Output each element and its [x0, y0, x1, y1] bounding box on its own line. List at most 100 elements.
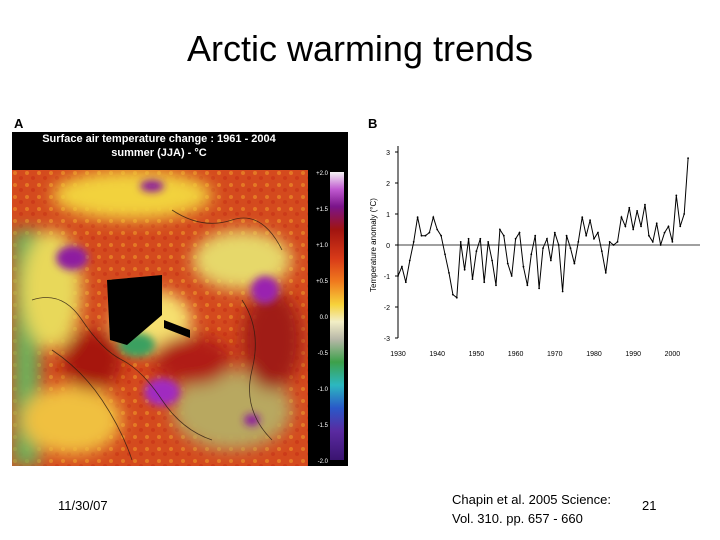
data-point — [428, 231, 431, 234]
data-point — [424, 234, 427, 237]
data-point — [546, 237, 548, 240]
data-point — [530, 253, 533, 256]
page-number: 21 — [642, 498, 657, 513]
colorbar-tick-label: -2.0 — [317, 459, 328, 465]
data-point — [573, 262, 576, 265]
data-point — [444, 253, 446, 256]
x-tick-label: 1950 — [469, 351, 485, 358]
x-tick-label: 1930 — [390, 351, 406, 358]
colorbar-tick-label: -1.5 — [317, 423, 328, 429]
map-title-line1: Surface air temperature change : 1961 - … — [42, 133, 276, 145]
data-point — [518, 231, 521, 234]
citation-line1: Chapin et al. 2005 Science: — [452, 492, 611, 507]
data-point — [432, 216, 435, 218]
data-point — [463, 268, 466, 271]
data-point — [404, 281, 407, 284]
data-point — [569, 247, 572, 249]
data-point — [471, 278, 474, 280]
colorbar-tick-label: -1.0 — [317, 387, 328, 393]
data-point — [510, 275, 513, 277]
colorbar-gradient — [330, 172, 344, 460]
data-point — [659, 244, 662, 246]
data-point — [663, 231, 666, 234]
data-point — [483, 281, 486, 284]
data-point — [448, 272, 450, 274]
data-point — [420, 234, 423, 237]
y-tick-label: -1 — [384, 274, 390, 281]
data-point — [401, 265, 403, 268]
data-point — [416, 216, 419, 218]
data-point — [593, 237, 595, 240]
y-axis-label: Temperature anomaly (°C) — [369, 198, 378, 292]
data-point — [506, 262, 509, 265]
map-title-line2: summer (JJA) - °C — [111, 147, 207, 159]
temperature-anomaly-line — [397, 158, 689, 299]
data-point — [620, 216, 623, 218]
data-point — [534, 234, 537, 237]
y-tick-label: 3 — [386, 150, 390, 157]
data-point — [487, 241, 490, 243]
data-point — [636, 210, 639, 212]
data-point — [632, 228, 635, 231]
panel-a-letter: A — [14, 116, 24, 131]
data-point — [628, 206, 631, 209]
data-point — [581, 216, 584, 218]
data-point — [577, 241, 580, 243]
data-point — [526, 284, 529, 287]
data-point — [647, 234, 650, 237]
y-tick-label: -3 — [384, 336, 390, 343]
data-point — [440, 234, 443, 237]
colorbar-tick-label: +1.5 — [316, 207, 328, 213]
data-point — [553, 231, 556, 234]
x-tick-label: 1990 — [625, 351, 641, 358]
data-point — [467, 237, 470, 240]
data-point — [608, 241, 611, 243]
data-point — [624, 225, 627, 228]
y-tick-label: 1 — [386, 212, 390, 219]
colorbar-tick-label: +0.5 — [316, 279, 328, 285]
x-tick-label: 1970 — [547, 351, 563, 358]
data-point — [455, 296, 458, 299]
data-point — [561, 290, 564, 293]
data-point — [612, 244, 615, 246]
x-tick-label: 1980 — [586, 351, 602, 358]
data-point — [655, 222, 658, 225]
data-point — [687, 157, 689, 160]
colorbar-tick-label: -0.5 — [317, 351, 328, 357]
y-tick-label: -2 — [384, 305, 390, 312]
data-point — [667, 225, 670, 228]
data-point — [597, 231, 599, 234]
data-point — [640, 225, 642, 228]
data-point — [397, 275, 399, 277]
data-point — [679, 225, 682, 228]
citation: Chapin et al. 2005 Science: Vol. 310. pp… — [452, 490, 611, 528]
y-tick-label: 2 — [386, 181, 390, 188]
temperature-change-map-panel: Surface air temperature change : 1961 - … — [12, 132, 348, 466]
colorbar-tick-label: +2.0 — [316, 171, 328, 177]
data-point — [491, 259, 493, 262]
data-point — [436, 228, 439, 231]
slide-title: Arctic warming trends — [186, 28, 534, 69]
data-point — [479, 237, 482, 240]
data-point — [557, 244, 560, 246]
polar-temperature-map — [12, 170, 308, 466]
data-point — [675, 194, 678, 197]
data-point — [475, 250, 478, 253]
data-point — [585, 234, 588, 237]
data-point — [522, 265, 525, 268]
data-point — [600, 250, 603, 253]
data-point — [683, 213, 686, 215]
data-point — [495, 284, 497, 287]
map-title: Surface air temperature change : 1961 - … — [12, 132, 306, 160]
data-point — [502, 234, 505, 237]
x-tick-label: 1940 — [429, 351, 445, 358]
temperature-anomaly-chart: 3 2 1 0 -1 -2 -3 1930 1940 1950 1960 1970 1980 1990 20… — [369, 146, 700, 358]
data-point — [451, 293, 454, 296]
data-point — [542, 247, 544, 249]
data-point — [538, 287, 541, 290]
data-point — [604, 272, 607, 274]
x-tick-label: 2000 — [665, 351, 681, 358]
data-point — [589, 219, 591, 222]
data-point — [408, 259, 411, 262]
y-tick-label: 0 — [386, 243, 390, 250]
